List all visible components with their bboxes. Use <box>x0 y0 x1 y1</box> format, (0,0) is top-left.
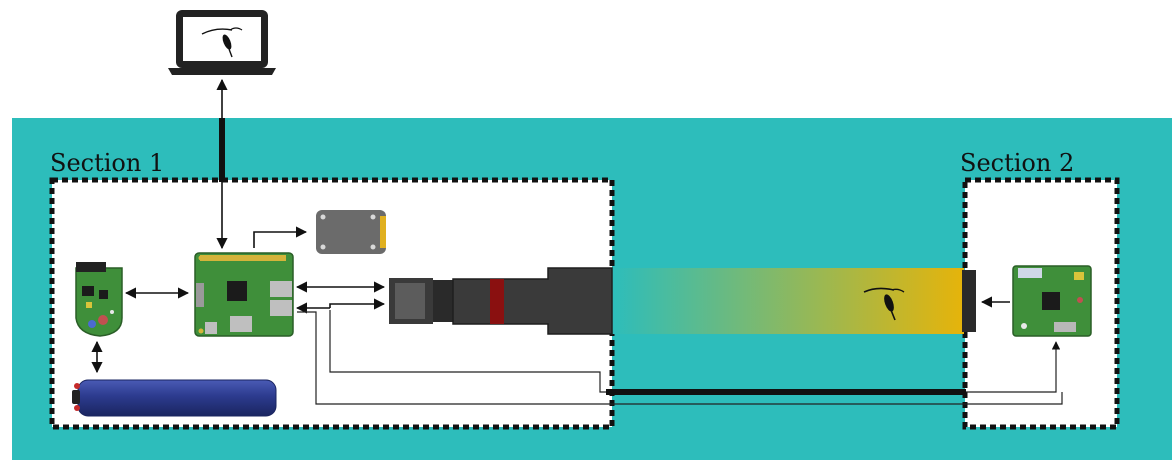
battery-icon <box>72 379 277 417</box>
copepod-icon <box>863 287 905 321</box>
led-housing <box>962 270 976 332</box>
link-sbc-storage <box>253 226 308 248</box>
section-2-label: Section 2 <box>960 149 1074 177</box>
storage-drive-icon <box>316 210 386 254</box>
sensor-board-icon <box>75 262 123 337</box>
cable-sbc-led-inner <box>329 310 1061 393</box>
cable-sbc-led-outer <box>297 311 1063 405</box>
link-sbc-camera-2 <box>329 298 386 310</box>
led-driver-board-icon <box>1012 265 1092 337</box>
camera-lens-icon <box>389 267 613 335</box>
light-beam-icon <box>612 268 964 334</box>
single-board-computer-icon <box>194 252 294 337</box>
laptop-icon <box>168 10 276 75</box>
section-1-label: Section 1 <box>50 149 164 177</box>
